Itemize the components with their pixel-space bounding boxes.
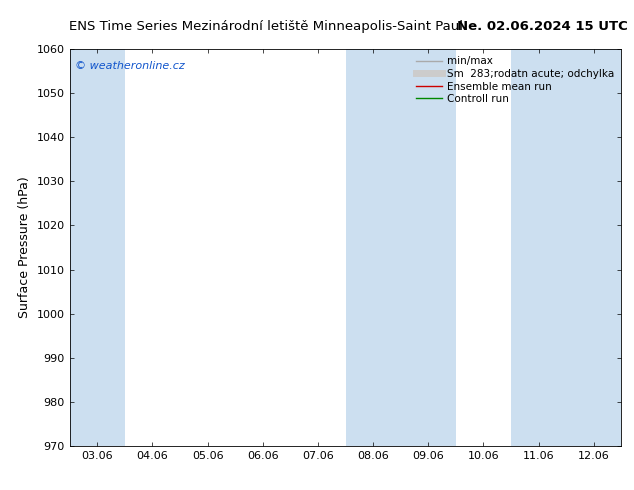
Bar	[346, 49, 456, 446]
Y-axis label: Surface Pressure (hPa): Surface Pressure (hPa)	[18, 176, 31, 318]
Text: © weatheronline.cz: © weatheronline.cz	[75, 61, 185, 71]
Text: ENS Time Series Mezinárodní letiště Minneapolis-Saint Paul: ENS Time Series Mezinárodní letiště Minn…	[69, 20, 463, 33]
Text: Ne. 02.06.2024 15 UTC: Ne. 02.06.2024 15 UTC	[457, 20, 628, 33]
Bar	[511, 49, 621, 446]
Bar	[70, 49, 125, 446]
Legend: min/max, Sm  283;rodatn acute; odchylka, Ensemble mean run, Controll run: min/max, Sm 283;rodatn acute; odchylka, …	[413, 54, 616, 106]
